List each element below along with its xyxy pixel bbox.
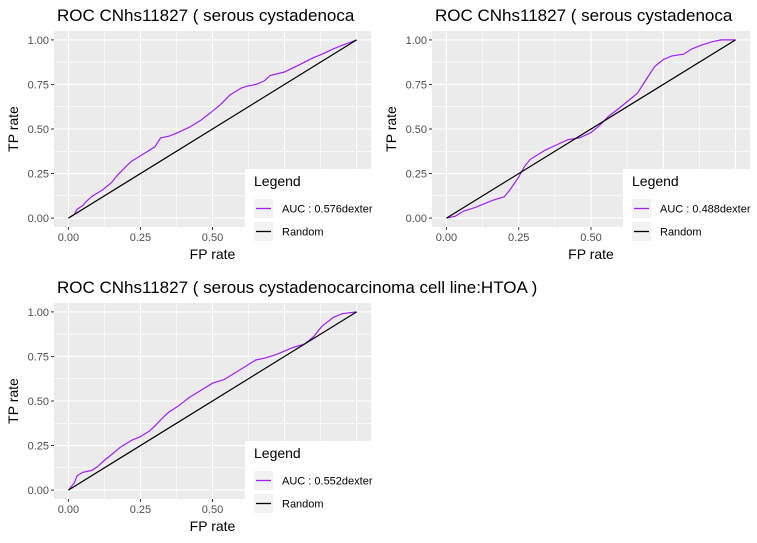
x-tick-label: 0.00 <box>436 232 457 244</box>
y-tick-label: 0.50 <box>28 396 49 408</box>
legend-label: AUC : 0.488dexter <box>660 204 751 216</box>
y-tick-label: 0.25 <box>406 169 427 181</box>
y-tick-label: 1.00 <box>28 307 49 319</box>
y-axis-title: TP rate <box>5 378 21 424</box>
x-tick-label: 0.25 <box>130 232 151 244</box>
random-line <box>446 39 736 219</box>
legend-label: Random <box>282 227 324 239</box>
x-axis-title: FP rate <box>190 246 236 262</box>
roc-panel-1: ROC CNhs11827 ( serous cystadenoca 0.00 0.… <box>5 6 378 262</box>
x-tick-label: 0.00 <box>58 504 79 516</box>
roc-curve <box>68 39 357 219</box>
y-tick-label: 0.75 <box>406 79 427 91</box>
roc-curve <box>67 311 357 491</box>
legend-label: Random <box>660 227 702 239</box>
y-tick-label: 0.25 <box>28 169 49 181</box>
y-tick-label: 1.00 <box>28 35 49 47</box>
x-tick-label: 0.25 <box>130 504 151 516</box>
x-tick-label: 0.50 <box>580 232 601 244</box>
x-tick-label: 0.00 <box>58 232 79 244</box>
y-tick-label: 0.50 <box>28 124 49 136</box>
legend-title: Legend <box>254 445 301 461</box>
legend-label: AUC : 0.576dexter <box>282 204 373 216</box>
chart-title: ROC CNhs11827 ( serous cystadenoca <box>435 6 733 25</box>
x-tick-label: 0.50 <box>202 504 223 516</box>
legend-title: Legend <box>254 173 301 189</box>
y-tick-label: 0.50 <box>406 124 427 136</box>
y-tick-label: 0.00 <box>28 485 49 497</box>
legend-label: AUC : 0.552dexter <box>282 476 373 488</box>
roc-curve <box>446 39 736 219</box>
x-axis-title: FP rate <box>568 246 614 262</box>
roc-panel-3: ROC CNhs11827 ( serous cystadenocarcinom… <box>5 278 645 534</box>
x-axis-title: FP rate <box>190 518 236 534</box>
legend-label: Random <box>282 499 324 511</box>
legend-box <box>245 441 645 531</box>
y-axis-title: TP rate <box>5 106 21 152</box>
y-tick-label: 0.75 <box>28 351 49 363</box>
y-tick-label: 0.25 <box>28 441 49 453</box>
random-line <box>68 39 357 219</box>
x-tick-label: 0.50 <box>202 232 223 244</box>
random-line <box>68 311 357 491</box>
x-tick-label: 0.25 <box>508 232 529 244</box>
chart-title: ROC CNhs11827 ( serous cystadenoca <box>57 6 355 25</box>
y-axis-title: TP rate <box>383 106 399 152</box>
y-tick-label: 1.00 <box>406 35 427 47</box>
chart-title: ROC CNhs11827 ( serous cystadenocarcinom… <box>57 278 537 297</box>
y-tick-label: 0.00 <box>28 213 49 225</box>
y-tick-label: 0.00 <box>406 213 427 225</box>
y-tick-label: 0.75 <box>28 79 49 91</box>
roc-panel-2: ROC CNhs11827 ( serous cystadenoca 0.00 0.… <box>383 6 757 262</box>
legend-title: Legend <box>632 173 679 189</box>
